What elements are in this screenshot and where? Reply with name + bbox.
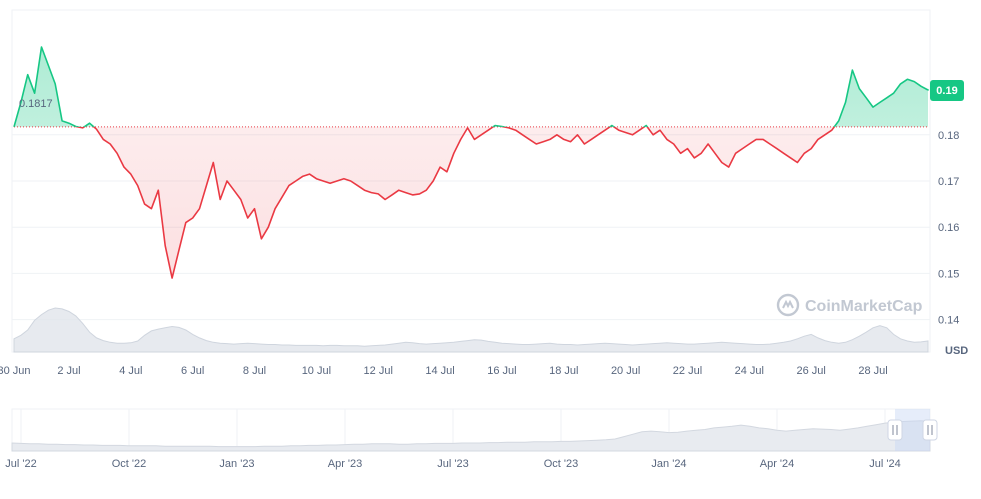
x-tick-label: 4 Jul: [119, 365, 142, 377]
navigator-handle-left[interactable]: [887, 419, 903, 441]
navigator-handle-right[interactable]: [922, 419, 938, 441]
y-tick-label: 0.15: [938, 268, 959, 280]
baseline-label: 0.1817: [19, 98, 53, 110]
x-tick-label: 22 Jul: [673, 365, 702, 377]
x-tick-label: 10 Jul: [302, 365, 331, 377]
price-line: [13, 46, 930, 279]
x-tick-label: 8 Jul: [243, 365, 266, 377]
watermark-text: CoinMarketCap: [805, 298, 923, 315]
x-tick-label: 16 Jul: [487, 365, 516, 377]
x-axis: 30 Jun 2 Jul 4 Jul 6 Jul 8 Jul 10 Jul 12 Jul 14…: [0, 365, 888, 377]
volume-series: [13, 307, 929, 353]
x-tick-label: 14 Jul: [425, 365, 454, 377]
x-tick-label: 26 Jul: [796, 365, 825, 377]
currency-label: USD: [945, 345, 968, 357]
navigator-tick-label: Apr '23: [328, 458, 363, 470]
navigator-tick-label: Jan '24: [651, 458, 686, 470]
current-price-label: 0.19: [936, 85, 957, 97]
y-axis: 0.14 0.15 0.16 0.17 0.18: [938, 130, 959, 327]
navigator-series: [11, 420, 931, 452]
price-area: [14, 47, 928, 279]
x-tick-label: 2 Jul: [57, 365, 80, 377]
x-tick-label: 12 Jul: [364, 365, 393, 377]
price-area-below: [77, 126, 835, 279]
navigator-tick-label: Oct '23: [544, 458, 579, 470]
range-navigator[interactable]: Jul '22 Oct '22 Jan '23 Apr '23 Jul '23 Oct '…: [5, 408, 938, 470]
x-tick-label: 28 Jul: [858, 365, 887, 377]
price-line-below: [14, 126, 836, 279]
navigator-tick-label: Oct '22: [112, 458, 147, 470]
navigator-tick-label: Jan '23: [219, 458, 254, 470]
navigator-tick-label: Jul '23: [437, 458, 468, 470]
x-tick-label: 24 Jul: [735, 365, 764, 377]
x-tick-label: 20 Jul: [611, 365, 640, 377]
x-tick-label: 30 Jun: [0, 365, 31, 377]
y-tick-label: 0.16: [938, 222, 959, 234]
x-tick-label: 18 Jul: [549, 365, 578, 377]
current-price-badge: 0.19: [930, 79, 964, 101]
navigator-tick-label: Apr '24: [760, 458, 795, 470]
y-tick-label: 0.18: [938, 130, 959, 142]
navigator-x-axis: Jul '22 Oct '22 Jan '23 Apr '23 Jul '23 Oct '…: [5, 458, 900, 470]
x-tick-label: 6 Jul: [181, 365, 204, 377]
watermark: CoinMarketCap: [776, 293, 923, 317]
y-tick-label: 0.17: [938, 176, 959, 188]
navigator-tick-label: Jul '22: [5, 458, 36, 470]
y-tick-label: 0.14: [938, 315, 959, 327]
navigator-tick-label: Jul '24: [869, 458, 900, 470]
volume-area: [13, 307, 929, 353]
navigator-area: [11, 420, 931, 452]
